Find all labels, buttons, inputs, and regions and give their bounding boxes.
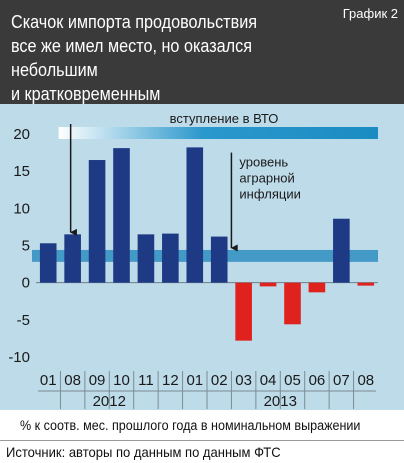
category-labels-layer: 01 08 09 10 11 12 01 02 03 04 05 06 07 08 2012 2013 — [38, 371, 376, 410]
category-label: 06 — [309, 372, 326, 389]
bar-10 — [284, 282, 301, 325]
category-label: 02 — [211, 372, 228, 389]
y-tick-label: -5 — [17, 312, 30, 329]
category-label: 12 — [162, 372, 179, 389]
y-tick-label: 0 — [22, 275, 30, 292]
bar-11 — [308, 282, 326, 293]
title-line-2: все же имел место, но оказался небольшим — [11, 36, 253, 80]
bar-2 — [88, 160, 106, 283]
category-label: 11 — [138, 372, 154, 389]
inflation-band-layer — [32, 249, 378, 262]
category-label: 04 — [260, 372, 277, 389]
title-line-1: Скачок импорта продовольствия — [11, 12, 258, 32]
category-label: 08 — [64, 372, 81, 389]
year-label: 2012 — [93, 393, 126, 410]
y-tick-label: 10 — [13, 200, 30, 217]
inflation-label-line: инфляции — [239, 187, 300, 202]
wto-accession-bar — [58, 127, 379, 139]
category-label: 05 — [284, 372, 301, 389]
y-tick-label: 15 — [13, 163, 30, 180]
inflation-label-line: уровень — [239, 155, 288, 170]
source-note: Источник: авторы по данным по данным ФТС — [6, 444, 281, 460]
footer-divider — [0, 440, 404, 441]
units-footnote: % к соотв. мес. прошлого года в номиналь… — [20, 418, 361, 433]
y-tick-label: 20 — [13, 126, 30, 143]
chart-number-tag: График 2 — [342, 6, 398, 21]
bar-1 — [64, 234, 81, 283]
bar-6 — [186, 147, 204, 283]
bar-7 — [210, 236, 228, 283]
category-label: 10 — [113, 372, 130, 389]
y-tick-label: -10 — [8, 349, 30, 366]
bar-13 — [357, 282, 375, 286]
y-tick-label: 5 — [22, 238, 30, 255]
bar-0 — [39, 243, 57, 283]
category-label: 09 — [89, 372, 106, 389]
inflation-label-line: аграрной — [239, 171, 294, 186]
category-label: 08 — [357, 372, 374, 389]
wto-accession-label: вступление в ВТО — [170, 111, 279, 126]
bar-9 — [259, 282, 277, 287]
bar-5 — [162, 233, 179, 283]
chart-header: Скачок импорта продовольствия все же име… — [0, 0, 404, 104]
bar-12 — [333, 218, 350, 283]
chart-title: Скачок импорта продовольствия все же име… — [11, 10, 308, 106]
category-label: 01 — [40, 372, 57, 389]
chart-footer: % к соотв. мес. прошлого года в номиналь… — [0, 410, 404, 463]
title-line-3: и кратковременным — [11, 84, 161, 104]
category-label: 01 — [186, 372, 203, 389]
year-label: 2013 — [264, 393, 297, 410]
inflation-band — [32, 249, 378, 262]
bar-8 — [235, 282, 252, 341]
plot-panel: -10 -5 0 5 10 15 20 вступление в ВТО уровень агр… — [0, 104, 404, 410]
category-label: 07 — [333, 372, 350, 389]
category-label: 03 — [235, 372, 252, 389]
bar-3 — [113, 148, 130, 283]
bars-layer — [39, 147, 375, 341]
bar-4 — [137, 234, 155, 283]
